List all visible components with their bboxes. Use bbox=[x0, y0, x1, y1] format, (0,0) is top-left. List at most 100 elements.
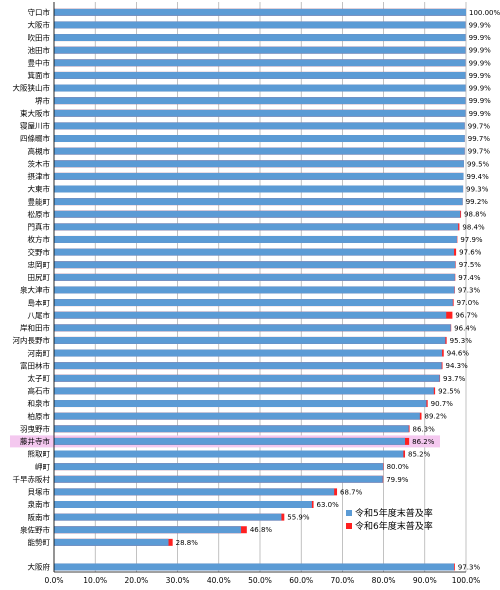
value-label: 96.7% bbox=[455, 312, 478, 320]
bar-r5 bbox=[54, 223, 459, 231]
category-label: 阪南市 bbox=[28, 512, 51, 522]
category-label: 大阪府 bbox=[28, 562, 51, 572]
x-tick-label: 10.0% bbox=[83, 576, 107, 585]
value-label: 97.3% bbox=[458, 286, 481, 294]
bar-r5 bbox=[54, 46, 466, 54]
value-label: 99.4% bbox=[467, 173, 490, 181]
value-label: 100.00% bbox=[469, 9, 500, 17]
x-tick-label: 50.0% bbox=[248, 576, 272, 585]
value-label: 99.9% bbox=[469, 72, 492, 80]
category-label: 柏原市 bbox=[28, 411, 51, 421]
x-tick-label: 60.0% bbox=[289, 576, 313, 585]
bar-r5 bbox=[54, 311, 447, 319]
bar-r5 bbox=[54, 400, 427, 408]
bar-r5 bbox=[54, 336, 446, 344]
value-label: 99.7% bbox=[468, 148, 491, 156]
value-label: 55.9% bbox=[287, 514, 310, 522]
bar-r5 bbox=[54, 324, 451, 332]
bar-r5 bbox=[54, 526, 242, 534]
bar-r5 bbox=[54, 538, 169, 546]
value-label: 98.8% bbox=[464, 211, 487, 219]
value-label: 94.6% bbox=[447, 350, 470, 358]
category-label: 豊能町 bbox=[28, 196, 51, 206]
category-label: 堺市 bbox=[35, 95, 50, 105]
bar-r5 bbox=[54, 135, 465, 143]
category-label: 泉佐野市 bbox=[20, 524, 50, 534]
value-label: 97.9% bbox=[460, 236, 483, 244]
category-label: 大東市 bbox=[28, 184, 51, 194]
bar-r5 bbox=[54, 248, 455, 256]
category-label: 田尻町 bbox=[28, 273, 51, 282]
category-label: 岬町 bbox=[35, 462, 50, 471]
category-label: 富田林市 bbox=[20, 360, 50, 370]
bar-r5 bbox=[54, 362, 442, 370]
x-tick-label: 80.0% bbox=[372, 576, 396, 585]
value-label: 90.7% bbox=[431, 400, 454, 408]
value-label: 97.6% bbox=[459, 249, 482, 257]
category-label: 忠岡町 bbox=[28, 260, 51, 269]
legend-label-r6: 令和6年度末普及率 bbox=[355, 520, 433, 532]
category-label: 河内長野市 bbox=[13, 335, 51, 345]
bar-r5 bbox=[54, 437, 406, 445]
category-labels: 守口市大阪市吹田市池田市豊中市箕面市大阪狭山市堺市東大阪市寝屋川市四條畷市高槻市… bbox=[13, 7, 51, 572]
category-label: 守口市 bbox=[28, 7, 51, 17]
bar-r5 bbox=[54, 185, 464, 193]
bar-r5 bbox=[54, 84, 466, 92]
category-label: 摂津市 bbox=[28, 171, 51, 181]
category-label: 交野市 bbox=[28, 247, 51, 257]
bar-r5 bbox=[54, 425, 409, 433]
category-label: 河南町 bbox=[28, 348, 51, 358]
bar-r5 bbox=[54, 374, 440, 382]
bar-r5 bbox=[54, 172, 464, 180]
x-tick-label: 0.0% bbox=[44, 576, 63, 585]
value-label: 28.8% bbox=[176, 539, 199, 547]
bar-r5 bbox=[54, 475, 383, 483]
value-label: 96.4% bbox=[454, 324, 477, 332]
bar-r5 bbox=[54, 563, 455, 571]
legend: 令和5年度末普及率 令和6年度末普及率 bbox=[346, 507, 433, 532]
category-label: 和泉市 bbox=[28, 398, 51, 408]
value-label: 99.2% bbox=[466, 198, 489, 206]
category-label: 太子町 bbox=[28, 373, 51, 383]
bar-r5 bbox=[54, 97, 466, 105]
x-tick-label: 100.0% bbox=[452, 576, 481, 585]
value-label: 99.9% bbox=[469, 21, 492, 29]
bar-r5 bbox=[54, 349, 443, 357]
value-label: 99.9% bbox=[469, 97, 492, 105]
category-label: 高槻市 bbox=[28, 146, 51, 156]
bar-r5 bbox=[54, 147, 465, 155]
x-tick-label: 20.0% bbox=[124, 576, 148, 585]
bar-r5 bbox=[54, 122, 465, 130]
category-label: 能勢町 bbox=[28, 537, 51, 547]
category-label: 羽曳野市 bbox=[20, 423, 50, 433]
value-label: 80.0% bbox=[387, 463, 410, 471]
value-label: 99.5% bbox=[467, 160, 490, 168]
value-labels: 100.00% 99.9% 99.9% 99.9% 99.9% 99.9% 99.9% 99.… bbox=[176, 9, 500, 572]
x-tick-label: 30.0% bbox=[166, 576, 190, 585]
x-tick-labels: 0.0% 10.0% 20.0% 30.0% 40.0% 50.0% 60.0% 70.0% 8… bbox=[44, 576, 480, 585]
bar-r5 bbox=[54, 488, 335, 496]
category-label: 高石市 bbox=[28, 386, 51, 396]
legend-label-r5: 令和5年度末普及率 bbox=[355, 507, 433, 519]
category-label: 茨木市 bbox=[28, 158, 51, 168]
bar-r5 bbox=[54, 387, 434, 395]
bar-r5 bbox=[54, 286, 455, 294]
bar-r5 bbox=[54, 198, 463, 206]
category-label: 大阪市 bbox=[28, 20, 51, 30]
bar-r5 bbox=[54, 513, 282, 521]
value-label: 99.7% bbox=[468, 122, 491, 130]
category-label: 岸和田市 bbox=[20, 323, 50, 333]
bar-r5 bbox=[54, 261, 456, 269]
bar-r5 bbox=[54, 299, 453, 307]
category-label: 大阪狭山市 bbox=[13, 83, 51, 93]
bar-r5 bbox=[54, 8, 466, 16]
value-label: 97.5% bbox=[459, 261, 482, 269]
category-label: 吹田市 bbox=[28, 32, 51, 42]
value-label: 97.0% bbox=[457, 299, 480, 307]
category-label: 東大阪市 bbox=[20, 108, 50, 118]
value-label: 97.4% bbox=[458, 274, 481, 282]
value-label: 93.7% bbox=[443, 375, 466, 383]
value-label: 86.2% bbox=[412, 438, 435, 446]
bar-r5 bbox=[54, 450, 404, 458]
